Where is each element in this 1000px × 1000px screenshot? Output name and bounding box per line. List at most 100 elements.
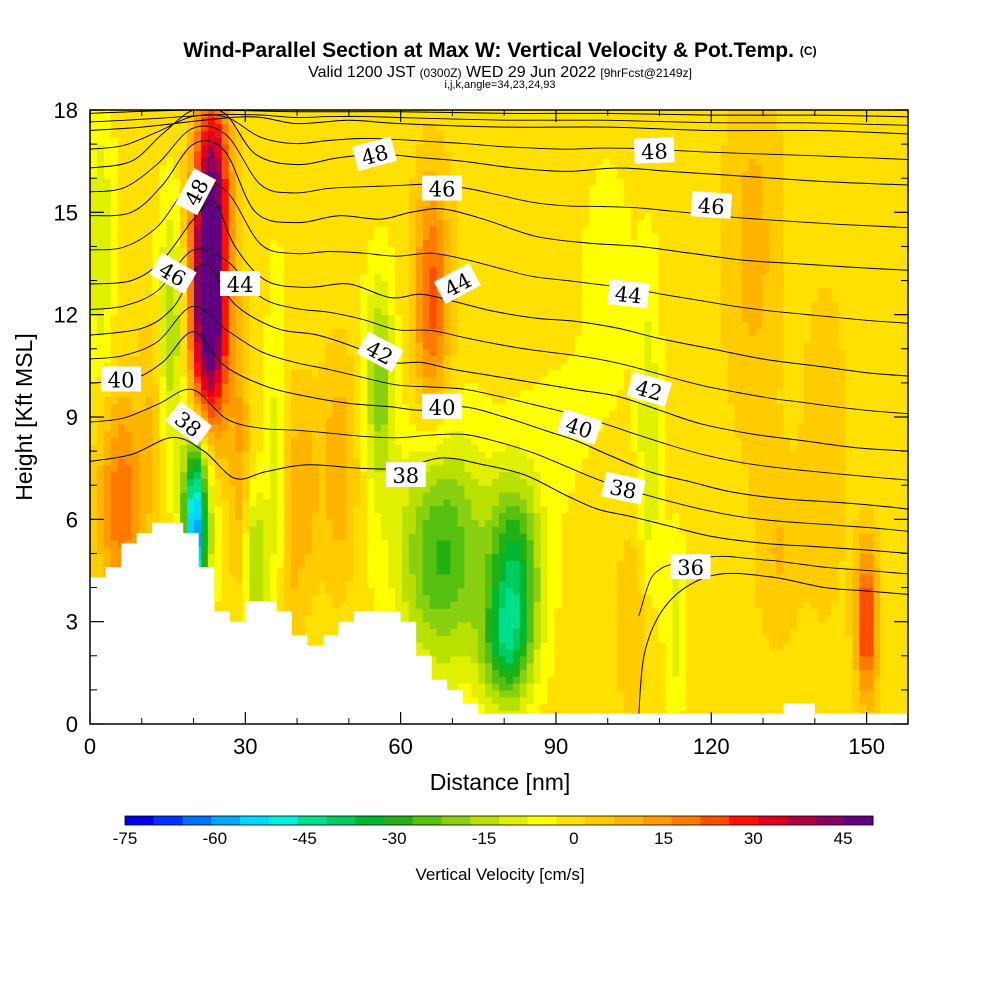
field-cell <box>408 437 417 445</box>
field-cell <box>291 485 299 493</box>
field-cell <box>90 362 98 370</box>
field-cell <box>464 355 472 364</box>
field-cell <box>388 444 396 452</box>
field-cell <box>131 478 140 486</box>
field-cell <box>311 396 320 404</box>
field-cell <box>284 478 292 486</box>
field-cell <box>450 301 458 309</box>
field-cell <box>270 594 278 602</box>
field-cell <box>187 321 195 329</box>
field-cell <box>117 260 126 268</box>
field-cell <box>297 505 306 514</box>
field-cell <box>443 382 452 391</box>
field-cell <box>401 219 410 227</box>
field-cell <box>173 382 181 391</box>
field-cell <box>242 430 251 439</box>
field-cell <box>360 219 368 227</box>
field-cell <box>297 546 306 555</box>
field-cell <box>291 560 299 568</box>
field-cell <box>297 423 306 432</box>
field-cell <box>429 246 438 254</box>
field-cell <box>138 287 147 295</box>
field-cell <box>235 232 244 241</box>
field-cell <box>284 464 292 473</box>
field-cell <box>159 150 167 159</box>
field-cell <box>221 492 230 500</box>
field-cell <box>318 178 327 186</box>
field-cell <box>180 212 188 220</box>
field-cell <box>311 198 320 207</box>
field-cell <box>159 314 167 323</box>
field-cell <box>429 225 438 234</box>
field-cell <box>235 116 244 125</box>
field-cell <box>270 498 278 507</box>
field-cell <box>450 587 458 595</box>
field-cell <box>415 328 424 336</box>
field-cell <box>464 396 472 404</box>
field-cell <box>311 144 320 152</box>
field-cell <box>450 567 458 575</box>
field-cell <box>221 260 230 268</box>
field-cell <box>277 594 285 602</box>
field-cell <box>291 519 299 527</box>
field-cell <box>214 335 223 343</box>
field-cell <box>270 328 278 336</box>
field-cell <box>367 403 375 411</box>
field-cell <box>422 601 431 609</box>
field-cell <box>318 362 327 370</box>
field-cell <box>263 191 271 200</box>
field-cell <box>242 130 251 138</box>
field-cell <box>360 253 368 261</box>
field-cell <box>297 519 306 527</box>
field-cell <box>124 485 133 493</box>
field-cell <box>124 348 133 357</box>
field-cell <box>284 171 292 179</box>
field-cell <box>284 335 292 343</box>
field-cell <box>339 232 348 241</box>
field-cell <box>436 532 445 541</box>
field-cell <box>311 492 320 500</box>
field-cell <box>325 150 334 159</box>
field-cell <box>277 150 285 159</box>
field-cell <box>346 553 355 561</box>
field-cell <box>443 628 452 636</box>
field-cell <box>297 430 306 439</box>
field-cell <box>332 185 341 193</box>
field-cell <box>311 437 320 445</box>
field-cell <box>395 485 403 493</box>
field-cell <box>277 328 285 336</box>
field-cell <box>471 601 479 609</box>
field-cell <box>415 157 424 166</box>
field-cell <box>457 171 465 179</box>
field-cell <box>415 335 424 343</box>
field-cell <box>401 601 410 609</box>
field-cell <box>221 471 230 479</box>
field-cell <box>270 539 278 548</box>
field-cell <box>263 335 271 343</box>
field-cell <box>117 280 126 288</box>
field-cell <box>173 348 181 357</box>
field-cell <box>464 655 472 664</box>
field-cell <box>408 492 417 500</box>
field-cell <box>159 130 167 138</box>
field-cell <box>145 198 153 207</box>
field-cell <box>103 526 112 534</box>
field-cell <box>346 178 355 186</box>
field-cell <box>187 246 195 254</box>
field-cell <box>263 505 271 514</box>
field-cell <box>408 451 417 459</box>
field-cell <box>263 273 271 282</box>
field-cell <box>284 253 292 261</box>
field-cell <box>436 423 445 432</box>
field-cell <box>221 232 230 241</box>
field-cell <box>443 560 452 568</box>
field-cell <box>401 608 410 616</box>
field-cell <box>249 512 257 520</box>
field-cell <box>200 205 209 213</box>
field-cell <box>339 608 348 616</box>
field-cell <box>221 341 230 350</box>
field-cell <box>422 348 431 357</box>
field-cell <box>103 157 112 166</box>
field-cell <box>277 498 285 507</box>
field-cell <box>284 417 292 425</box>
